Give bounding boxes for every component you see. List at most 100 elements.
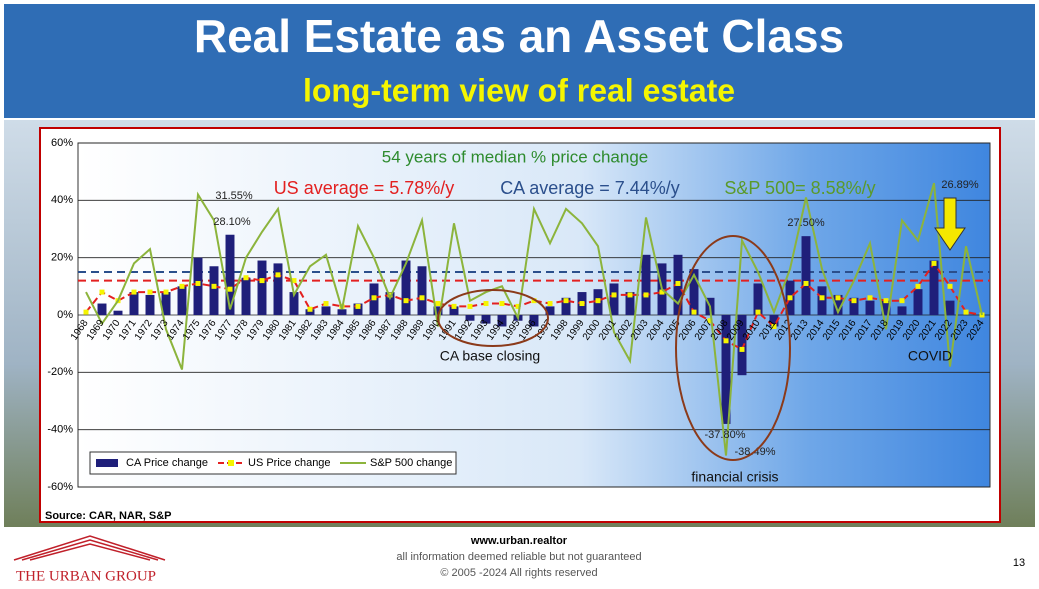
marker [787, 295, 793, 301]
annotation: COVID [908, 348, 952, 364]
bar [641, 254, 651, 315]
logo: THE URBAN GROUP [13, 535, 166, 584]
marker [131, 289, 137, 295]
bar [257, 260, 267, 315]
bar [433, 306, 443, 315]
annotation: 27.50% [787, 217, 825, 229]
bar [753, 283, 763, 315]
marker [211, 283, 217, 289]
marker [579, 301, 585, 307]
bar [145, 294, 155, 315]
marker [275, 272, 281, 278]
marker [547, 301, 553, 307]
bar [737, 315, 747, 376]
bar [417, 266, 427, 315]
bar [385, 292, 395, 315]
bar [97, 303, 107, 315]
marker [883, 298, 889, 304]
y-tick-label: 0% [57, 309, 73, 321]
annotation: CA average = 7.44%/y [500, 178, 680, 198]
logo-text: THE URBAN GROUP [16, 568, 156, 584]
legend-label: S&P 500 change [370, 457, 452, 469]
marker [243, 275, 249, 281]
subtitle: long-term view of real estate [303, 72, 735, 108]
line [85, 182, 983, 456]
y-tick-label: 20% [51, 252, 73, 264]
bar [481, 315, 491, 324]
legend: CA Price change US Price change S&P 500 ch… [89, 451, 457, 475]
marker [627, 292, 633, 298]
bar [833, 294, 843, 315]
marker [371, 295, 377, 301]
bar [321, 306, 331, 315]
marker [499, 301, 505, 307]
bar [225, 234, 235, 315]
annotation: S&P 500= 8.58%/y [724, 178, 875, 198]
marker [675, 280, 681, 286]
y-tick-label: 60% [51, 137, 73, 149]
source: Source: CAR, NAR, S&P [45, 510, 172, 522]
marker [355, 303, 361, 309]
marker [387, 292, 393, 298]
bar [353, 303, 363, 315]
marker [323, 301, 329, 307]
highlight-ellipse [675, 235, 791, 461]
title-bar [4, 4, 1035, 118]
bar [817, 286, 827, 315]
marker [803, 280, 809, 286]
marker [723, 338, 729, 344]
bar [689, 269, 699, 315]
legend-marker [228, 460, 234, 466]
bar [881, 300, 891, 315]
bar [609, 283, 619, 315]
legend-swatch [96, 459, 118, 467]
bar [897, 306, 907, 315]
bar [209, 266, 219, 315]
marker [259, 278, 265, 284]
marker [643, 292, 649, 298]
marker [147, 289, 153, 295]
marker [99, 289, 105, 295]
marker [739, 346, 745, 352]
marker [659, 289, 665, 295]
annotation: 26.89% [941, 179, 979, 191]
marker [931, 260, 937, 266]
bar [929, 260, 939, 315]
annotation: 54 years of median % price change [382, 147, 649, 166]
marker [515, 303, 521, 309]
bar [529, 315, 539, 327]
marker [819, 295, 825, 301]
marker [851, 298, 857, 304]
marker [483, 301, 489, 307]
bar [721, 315, 731, 424]
marker [419, 295, 425, 301]
marker [563, 298, 569, 304]
logo-roof [13, 535, 166, 561]
bar [545, 306, 555, 315]
legend-box [89, 451, 457, 475]
marker [179, 283, 185, 289]
marker [307, 306, 313, 312]
annotation: 31.55% [215, 190, 253, 202]
marker [835, 295, 841, 301]
bar [769, 315, 779, 327]
marker [531, 298, 537, 304]
marker [771, 323, 777, 329]
marker [595, 298, 601, 304]
highlight-ellipse [437, 289, 549, 347]
legend-label: CA Price change [126, 457, 208, 469]
bar [161, 292, 171, 315]
marker [691, 309, 697, 315]
arrow [934, 197, 966, 251]
annotation: financial crisis [691, 469, 778, 485]
marker [707, 318, 713, 324]
bar [129, 292, 139, 315]
bar [337, 309, 347, 315]
marker [467, 303, 473, 309]
bar [497, 315, 507, 327]
bar [177, 286, 187, 315]
disclaimer: all information deemed reliable but not … [396, 551, 641, 563]
bar [241, 277, 251, 315]
bar [561, 297, 571, 315]
